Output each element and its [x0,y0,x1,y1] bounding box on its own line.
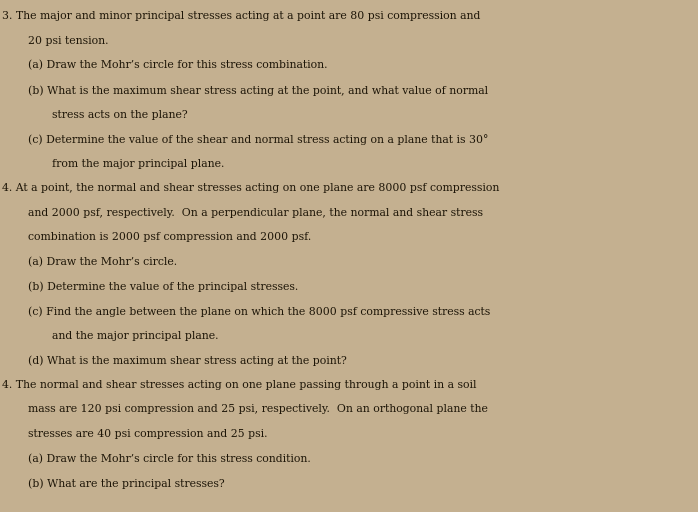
Text: (c) Find the angle between the plane on which the 8000 psf compressive stress ac: (c) Find the angle between the plane on … [28,306,490,317]
Text: (b) What are the principal stresses?: (b) What are the principal stresses? [28,478,225,489]
Text: from the major principal plane.: from the major principal plane. [52,159,225,169]
Text: and the major principal plane.: and the major principal plane. [52,331,219,341]
Text: (b) What is the maximum shear stress acting at the point, and what value of norm: (b) What is the maximum shear stress act… [28,85,488,96]
Text: (c) Determine the value of the shear and normal stress acting on a plane that is: (c) Determine the value of the shear and… [28,134,489,145]
Text: combination is 2000 psf compression and 2000 psf.: combination is 2000 psf compression and … [28,232,311,243]
Text: 4. The normal and shear stresses acting on one plane passing through a point in : 4. The normal and shear stresses acting … [2,380,477,390]
Text: mass are 120 psi compression and 25 psi, respectively.  On an orthogonal plane t: mass are 120 psi compression and 25 psi,… [28,404,488,415]
Text: 3. The major and minor principal stresses acting at a point are 80 psi compressi: 3. The major and minor principal stresse… [2,11,480,22]
Text: 20 psi tension.: 20 psi tension. [28,36,108,46]
Text: stresses are 40 psi compression and 25 psi.: stresses are 40 psi compression and 25 p… [28,429,267,439]
Text: and 2000 psf, respectively.  On a perpendicular plane, the normal and shear stre: and 2000 psf, respectively. On a perpend… [28,208,483,218]
Text: (a) Draw the Mohr’s circle for this stress combination.: (a) Draw the Mohr’s circle for this stre… [28,60,327,71]
Text: (d) What is the maximum shear stress acting at the point?: (d) What is the maximum shear stress act… [28,355,347,366]
Text: 4. At a point, the normal and shear stresses acting on one plane are 8000 psf co: 4. At a point, the normal and shear stre… [2,183,500,194]
Text: (a) Draw the Mohr’s circle for this stress condition.: (a) Draw the Mohr’s circle for this stre… [28,454,311,464]
Text: (b) Determine the value of the principal stresses.: (b) Determine the value of the principal… [28,282,298,292]
Text: (a) Draw the Mohr’s circle.: (a) Draw the Mohr’s circle. [28,257,177,267]
Text: stress acts on the plane?: stress acts on the plane? [52,110,188,120]
